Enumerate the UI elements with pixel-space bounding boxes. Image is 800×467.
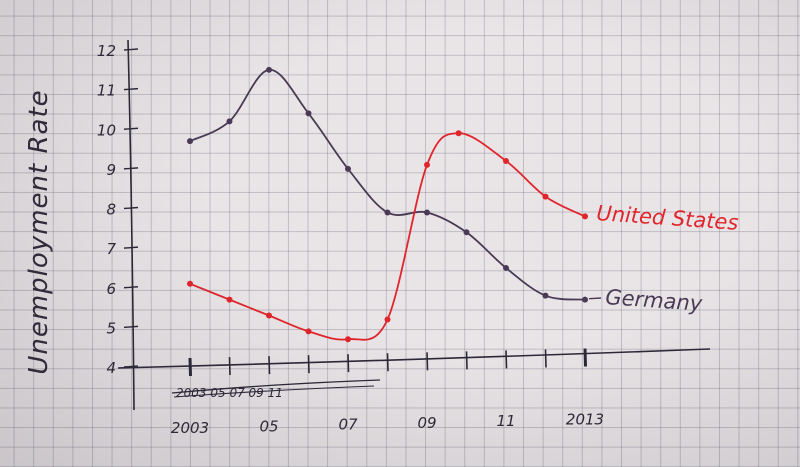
x-tick-mark [386, 353, 389, 372]
strike-line [173, 385, 375, 398]
x-tick-label: 07 [338, 416, 358, 434]
y-axis-label: Unemployment Rate [24, 89, 54, 374]
data-point-germany [463, 229, 470, 236]
series-label-united-states: United States [596, 201, 740, 235]
strike-line [171, 379, 381, 394]
x-tick-mark [505, 350, 508, 369]
x-tick-mark [544, 349, 547, 368]
x-tick-label: 2013 [566, 410, 604, 428]
data-point-united-states [424, 161, 430, 168]
data-point-germany [384, 209, 391, 216]
data-point-germany [424, 209, 430, 216]
data-point-united-states [266, 312, 272, 319]
x-tick-mark [465, 351, 468, 370]
chart-axes [117, 39, 711, 411]
x-axis-line [117, 348, 711, 369]
data-point-united-states [226, 296, 233, 303]
x-tick-label: 11 [496, 412, 515, 430]
data-point-united-states [384, 316, 391, 323]
y-tick-mark [123, 87, 139, 91]
y-tick-label: 11 [97, 82, 116, 100]
x-tick-mark [268, 356, 271, 375]
data-point-germany [266, 66, 272, 73]
data-point-germany [226, 118, 233, 125]
y-tick-mark [123, 48, 139, 51]
series-label-germany: Germany [605, 285, 704, 316]
series-layer: Germany United States [187, 66, 740, 343]
data-point-united-states [455, 130, 462, 137]
data-point-united-states [305, 328, 312, 335]
series-label-leader [588, 297, 602, 300]
y-tick-mark [123, 127, 139, 130]
x-tick-label: 09 [417, 414, 436, 432]
y-tick-mark [123, 325, 139, 329]
y-tick-mark [123, 206, 139, 210]
y-tick-label: 12 [97, 42, 116, 60]
y-tick-label: 5 [106, 319, 116, 337]
x-tick-label: 2003 [171, 419, 209, 437]
y-tick-label: 4 [106, 359, 116, 377]
data-point-germany [345, 165, 351, 172]
y-tick-label: 7 [106, 240, 116, 258]
data-point-united-states [503, 157, 509, 164]
x-ticks: 2003 05 07 09 11 2013 [171, 348, 604, 437]
crossed-out-tick-row: 2003 05 07 09 11 [171, 379, 381, 400]
y-tick-mark [123, 246, 139, 249]
x-tick-label: 05 [259, 417, 278, 435]
y-tick-label: 9 [106, 161, 116, 179]
x-tick-mark [228, 357, 231, 376]
x-tick-mark [307, 355, 310, 374]
data-point-germany [503, 264, 509, 271]
x-tick-mark [426, 352, 429, 371]
y-tick-label: 6 [106, 280, 116, 298]
y-tick-mark [123, 365, 139, 368]
data-point-united-states [345, 336, 351, 343]
data-point-united-states [582, 213, 588, 220]
x-tick-mark [583, 348, 587, 367]
data-point-united-states [542, 193, 549, 200]
x-tick-mark [347, 354, 350, 373]
data-point-germany [187, 138, 193, 145]
y-tick-mark [123, 286, 139, 289]
data-point-united-states [187, 280, 193, 287]
x-tick-mark [188, 357, 192, 377]
y-tick-label: 8 [106, 201, 116, 219]
data-point-germany [582, 296, 588, 303]
series-line-germany [189, 68, 586, 301]
y-tick-mark [123, 167, 139, 170]
y-axis-line [127, 39, 135, 411]
y-ticks: 4 5 6 7 8 9 10 11 12 [97, 42, 139, 377]
series-line-united-states [189, 132, 586, 341]
data-point-germany [542, 292, 549, 299]
y-tick-label: 10 [97, 121, 116, 139]
data-point-germany [305, 110, 312, 117]
